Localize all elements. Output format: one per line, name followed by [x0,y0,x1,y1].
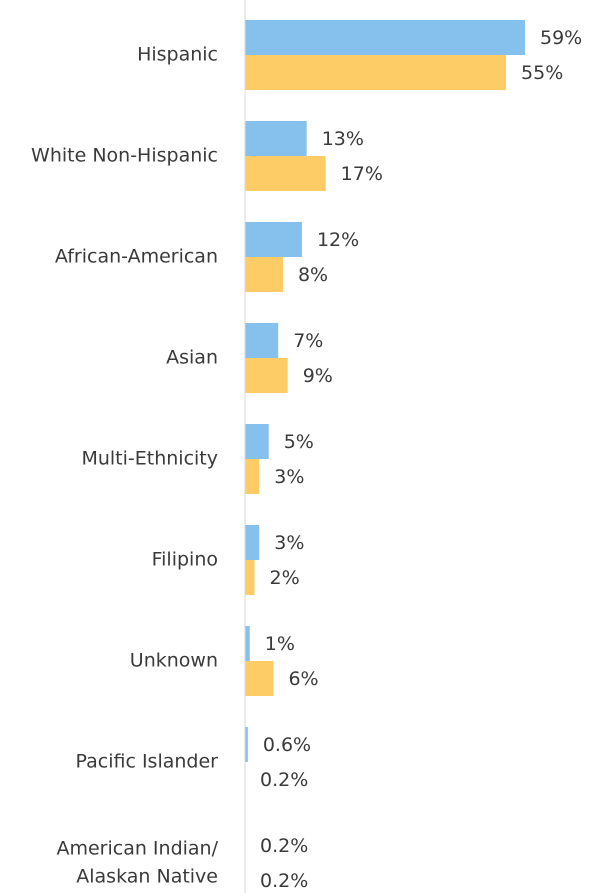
bar-series-1 [245,121,307,156]
value-label-series-2: 2% [269,567,299,589]
labels-layer: Hispanic 59% 55% White Non-Hispanic 13% 17% Af… [31,27,582,892]
value-label-series-1: 13% [322,128,364,150]
category-label: Hispanic [137,44,218,66]
value-label-series-2: 55% [521,62,563,84]
bar-series-2 [245,661,274,696]
value-label-series-2: 0.2% [260,769,308,791]
bar-series-2 [245,358,288,393]
category-label: White Non-Hispanic [31,145,218,167]
category-label: Multi-Ethnicity [81,448,218,470]
category-label: Filipino [152,549,218,571]
bar-series-2 [245,156,326,191]
bar-series-1 [245,525,260,560]
value-label-series-2: 6% [288,668,318,690]
bar-series-1 [245,727,248,762]
bar-series-1 [245,626,250,661]
category-label: Asian [166,347,218,369]
bar-series-2 [245,459,260,494]
value-label-series-1: 0.2% [260,835,308,857]
bar-series-1 [245,222,302,257]
value-label-series-1: 1% [265,633,295,655]
bar-series-2 [245,55,507,90]
value-label-series-1: 3% [274,532,304,554]
category-label: Alaskan Native [76,866,218,888]
value-label-series-2: 8% [298,264,328,286]
category-label: Unknown [130,650,218,672]
value-label-series-2: 9% [303,365,333,387]
bar-series-2 [245,257,283,292]
value-label-series-1: 5% [284,431,314,453]
bar-series-1 [245,424,269,459]
bars-layer [245,20,525,762]
value-label-series-1: 59% [540,27,582,49]
bar-series-1 [245,323,279,358]
category-label: African-American [55,246,218,268]
category-label: American Indian/ [56,838,218,860]
value-label-series-1: 12% [317,229,359,251]
bar-series-1 [245,20,525,55]
value-label-series-1: 0.6% [263,734,311,756]
value-label-series-1: 7% [293,330,323,352]
value-label-series-2: 0.2% [260,870,308,892]
value-label-series-2: 3% [274,466,304,488]
category-label: Pacific Islander [76,751,219,773]
value-label-series-2: 17% [341,163,383,185]
bar-series-2 [245,560,255,595]
